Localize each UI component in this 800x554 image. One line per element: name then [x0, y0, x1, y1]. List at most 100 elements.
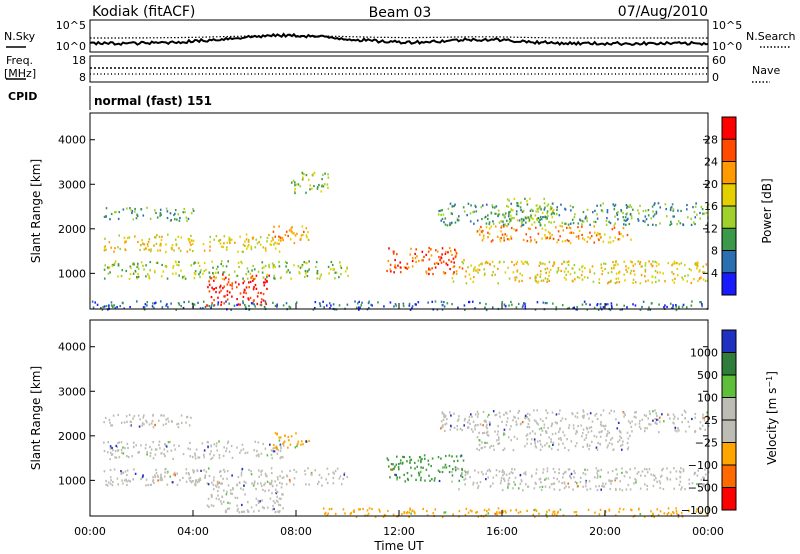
echo-cell — [225, 300, 227, 303]
echo-cell — [477, 271, 479, 274]
echo-cell — [308, 483, 310, 486]
echo-cell — [297, 440, 300, 443]
echo-cell — [673, 415, 676, 418]
echo-cell — [491, 274, 493, 277]
echo-cell — [669, 302, 672, 305]
echo-cell — [544, 234, 546, 237]
echo-cell — [455, 270, 458, 273]
echo-cell — [133, 210, 136, 213]
echo-cell — [478, 443, 481, 446]
echo-cell — [674, 261, 676, 265]
echo-cell — [280, 456, 282, 459]
echo-cell — [262, 299, 265, 302]
echo-cell — [472, 483, 474, 486]
echo-cell — [215, 497, 218, 500]
echo-cell — [298, 272, 301, 275]
echo-cell — [178, 260, 180, 264]
echo-cell — [517, 302, 520, 306]
echo-cell — [669, 478, 672, 481]
echo-cell — [210, 504, 213, 507]
echo-cell — [505, 412, 508, 415]
echo-cell — [442, 424, 444, 427]
echo-cell — [516, 269, 519, 272]
echo-cell — [225, 276, 227, 279]
echo-cell — [607, 271, 610, 274]
echo-cell — [545, 217, 548, 221]
echo-cell — [560, 269, 562, 273]
echo-cell — [597, 469, 600, 472]
echo-cell — [510, 214, 512, 217]
echo-cell — [477, 515, 480, 518]
echo-cell — [154, 423, 156, 427]
echo-cell — [470, 204, 472, 207]
echo-cell — [262, 246, 265, 249]
echo-cell — [596, 217, 599, 220]
echo-cell — [539, 486, 541, 489]
echo-cell — [301, 172, 304, 176]
echo-cell — [175, 272, 177, 275]
echo-cell — [426, 514, 429, 517]
echo-cell — [683, 409, 686, 412]
echo-cell — [442, 466, 444, 469]
echo-cell — [487, 434, 490, 437]
echo-cell — [662, 272, 664, 275]
echo-cell — [126, 420, 128, 423]
echo-cell — [615, 272, 618, 275]
echo-cell — [414, 467, 416, 470]
echo-cell — [411, 305, 414, 308]
echo-cell — [606, 209, 609, 212]
echo-cell — [539, 439, 541, 443]
echo-cell — [189, 455, 192, 458]
echo-cell — [189, 476, 192, 479]
noise-tick-top-right: 10^5 — [712, 19, 742, 32]
echo-cell — [194, 272, 197, 276]
echo-cell — [291, 232, 294, 235]
echo-cell — [184, 277, 187, 280]
echo-cell — [649, 412, 651, 416]
echo-cell — [440, 300, 443, 303]
echo-cell — [122, 482, 124, 485]
echo-cell — [449, 250, 452, 253]
echo-cell — [141, 239, 143, 242]
echo-cell — [675, 305, 678, 308]
echo-cell — [596, 302, 599, 306]
echo-cell — [593, 220, 595, 223]
echo-cell — [463, 259, 465, 262]
echo-cell — [101, 308, 104, 311]
echo-cell — [431, 267, 433, 270]
echo-cell — [527, 485, 530, 488]
echo-cell — [405, 266, 407, 269]
echo-cell — [198, 264, 201, 268]
echo-cell — [270, 479, 273, 482]
echo-cell — [500, 230, 502, 233]
echo-cell — [135, 217, 138, 220]
echo-cell — [609, 438, 612, 441]
echo-cell — [225, 493, 228, 496]
echo-cell — [159, 476, 162, 480]
echo-cell — [703, 476, 705, 479]
echo-cell — [193, 303, 196, 306]
echo-cell — [548, 274, 550, 277]
echo-cell — [258, 475, 260, 478]
echo-cell — [141, 422, 144, 425]
echo-cell — [321, 177, 323, 181]
echo-cell — [172, 272, 174, 275]
echo-cell — [518, 219, 521, 222]
echo-cell — [652, 484, 655, 488]
echo-cell — [623, 415, 625, 418]
echo-cell — [542, 279, 545, 282]
echo-cell — [548, 486, 551, 489]
echo-cell — [510, 471, 513, 474]
echo-cell — [529, 209, 532, 212]
echo-cell — [488, 221, 491, 224]
echo-cell — [552, 237, 555, 240]
echo-cell — [125, 240, 127, 243]
echo-cell — [275, 304, 278, 307]
echo-cell — [519, 510, 522, 513]
echo-cell — [495, 474, 498, 477]
echo-cell — [212, 488, 215, 491]
echo-cell — [276, 495, 278, 498]
echo-cell — [526, 425, 529, 429]
echo-cell — [493, 448, 495, 451]
